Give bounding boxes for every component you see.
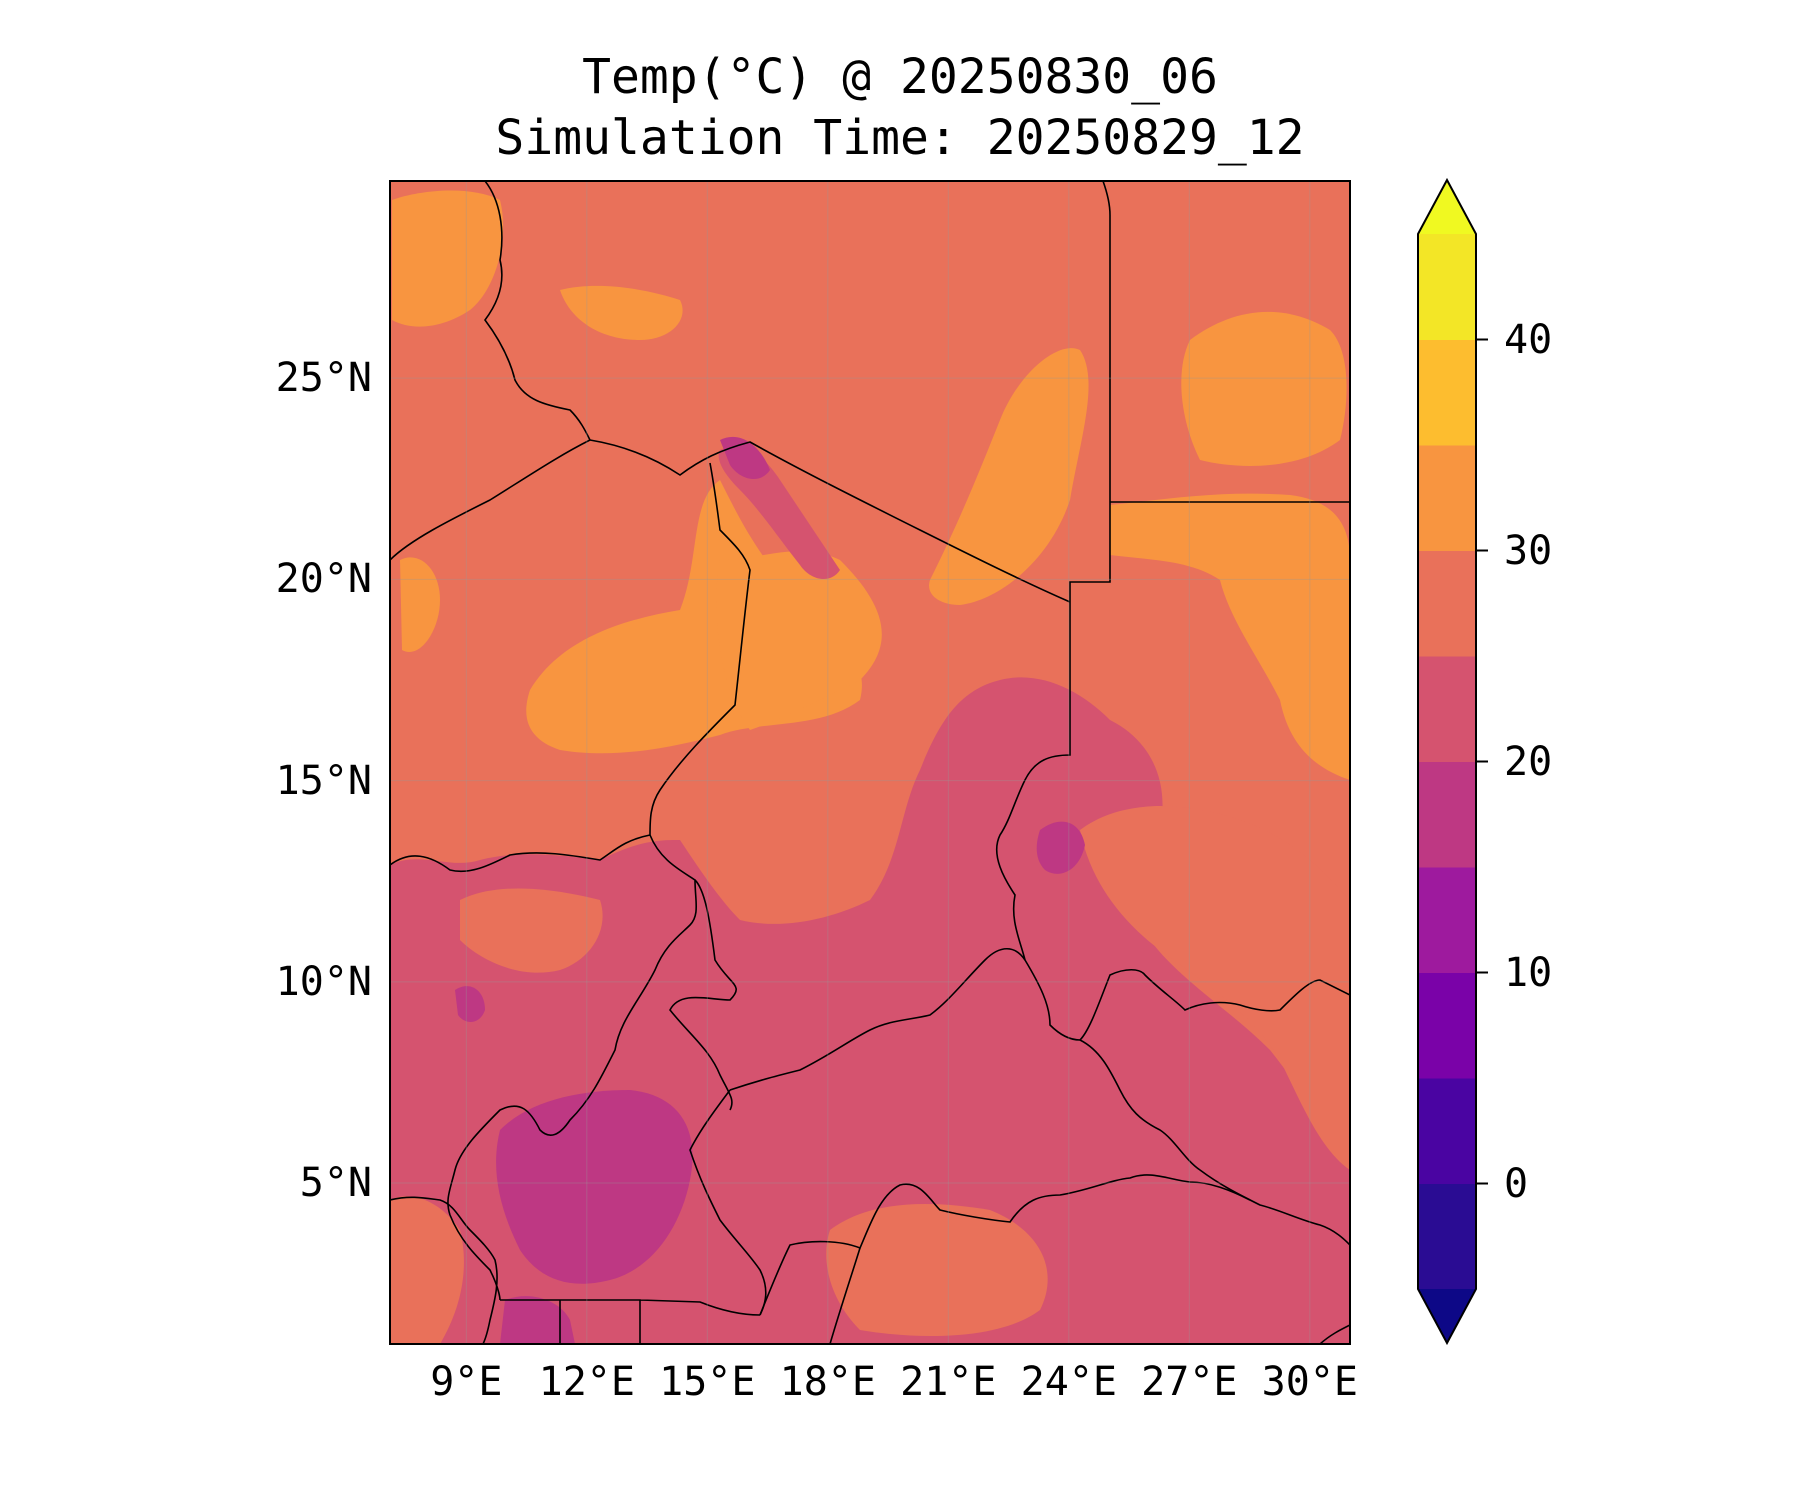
- border-nigeria-cameroon: [447, 834, 698, 1216]
- lat-tick-label: 25°N: [275, 355, 372, 402]
- border-niger-nigeria: [390, 834, 651, 873]
- border-algeria-niger: [390, 439, 591, 561]
- map-title-line1: Temp(°C) @ 20250830_06: [582, 49, 1218, 105]
- temp-region-30-35-algeria: [392, 190, 504, 327]
- lon-tick-label: 24°E: [1020, 1359, 1117, 1405]
- border-algeria-libya: [484, 181, 591, 441]
- temp-region-30-35-chad-north: [716, 551, 882, 730]
- temp-region-15-20-gabon: [500, 1296, 575, 1344]
- colorbar-tick-label: 0: [1504, 1160, 1529, 1207]
- colorbar-segment: [1418, 972, 1476, 1079]
- border-gabon: [500, 1299, 761, 1344]
- temp-region-25-30-coast: [390, 1196, 464, 1344]
- border-chad-sudan: [995, 602, 1071, 961]
- colorbar-tick-label: 30: [1504, 527, 1553, 574]
- border-libya-egypt: [1069, 181, 1111, 602]
- temp-region-30-35-libya-east: [929, 348, 1089, 605]
- lon-tick-label: 30°E: [1261, 1359, 1358, 1405]
- temperature-field: [390, 181, 1350, 1344]
- temp-region-15-20-cameroon: [496, 1090, 693, 1284]
- border-coast-west: [390, 1196, 498, 1344]
- temp-region-25-30-drc-south: [826, 1204, 1048, 1336]
- temp-region-25-30-cameroon-north: [460, 888, 603, 973]
- border-south-east: [1319, 1324, 1350, 1344]
- border-car-sudan: [1079, 968, 1350, 1041]
- colorbar-segment: [1418, 1078, 1476, 1184]
- lon-tick-label: 27°E: [1141, 1359, 1238, 1405]
- lat-tick-label: 5°N: [299, 1160, 372, 1207]
- lon-tick-label: 9°E: [430, 1359, 503, 1405]
- temp-region-30-35-sudan-north: [1110, 493, 1350, 780]
- colorbar-tick-label: 40: [1504, 316, 1553, 363]
- border-cameroon-south: [449, 1214, 501, 1301]
- border-car-drc: [759, 1174, 1251, 1316]
- colorbar-segment: [1418, 656, 1476, 762]
- colorbar-segment: [1418, 867, 1476, 973]
- temp-region-20-25-libya-strip: [718, 446, 840, 580]
- lon-tick-label: 15°E: [659, 1359, 756, 1405]
- colorbar-segment: [1418, 234, 1476, 340]
- lon-tick-label: 21°E: [900, 1359, 997, 1405]
- border-chad-cameroon-car: [669, 879, 737, 1111]
- border-car-south-sudan: [1079, 1039, 1350, 1246]
- colorbar-segment: [1418, 550, 1476, 657]
- border-cameroon-car: [689, 1089, 767, 1316]
- lon-tick-label: 18°E: [779, 1359, 876, 1405]
- lon-tick-label: 12°E: [538, 1359, 635, 1405]
- colorbar-tick-label: 10: [1504, 949, 1553, 996]
- border-congo-drc: [829, 1247, 861, 1344]
- temp-region-30-35-niger-west: [400, 557, 440, 652]
- temp-region-25-30-south-sudan: [1080, 806, 1350, 1170]
- temp-region-15-20-nigeria: [455, 986, 485, 1022]
- colorbar-segment: [1418, 445, 1476, 551]
- graticule: [390, 181, 1350, 1344]
- temp-region-30-35-egypt: [1181, 311, 1347, 466]
- colorbar-segment: [1418, 339, 1476, 446]
- temp-region-30-35-libya-north: [560, 285, 683, 340]
- lat-tick-label: 10°N: [275, 958, 372, 1005]
- border-niger-chad: [649, 462, 751, 836]
- colorbar-over-arrow: [1418, 180, 1476, 234]
- colorbar-outline: [1417, 177, 1477, 1346]
- map-title-line2: Simulation Time: 20250829_12: [495, 110, 1305, 166]
- border-libya-niger-chad: [589, 439, 1071, 603]
- lat-tick-label: 15°N: [275, 757, 372, 804]
- colorbar-segment: [1418, 1183, 1476, 1290]
- colorbar-tick-label: 20: [1504, 738, 1553, 785]
- colorbar-under-arrow: [1418, 1289, 1476, 1343]
- colorbar-segment: [1418, 761, 1476, 868]
- map-frame: [389, 180, 1351, 1345]
- borders: [390, 181, 1350, 1344]
- colorbar: [1417, 177, 1488, 1346]
- lat-tick-label: 20°N: [275, 556, 372, 603]
- temp-region-15-20-darfur: [1036, 821, 1085, 874]
- border-chad-car: [729, 947, 1081, 1091]
